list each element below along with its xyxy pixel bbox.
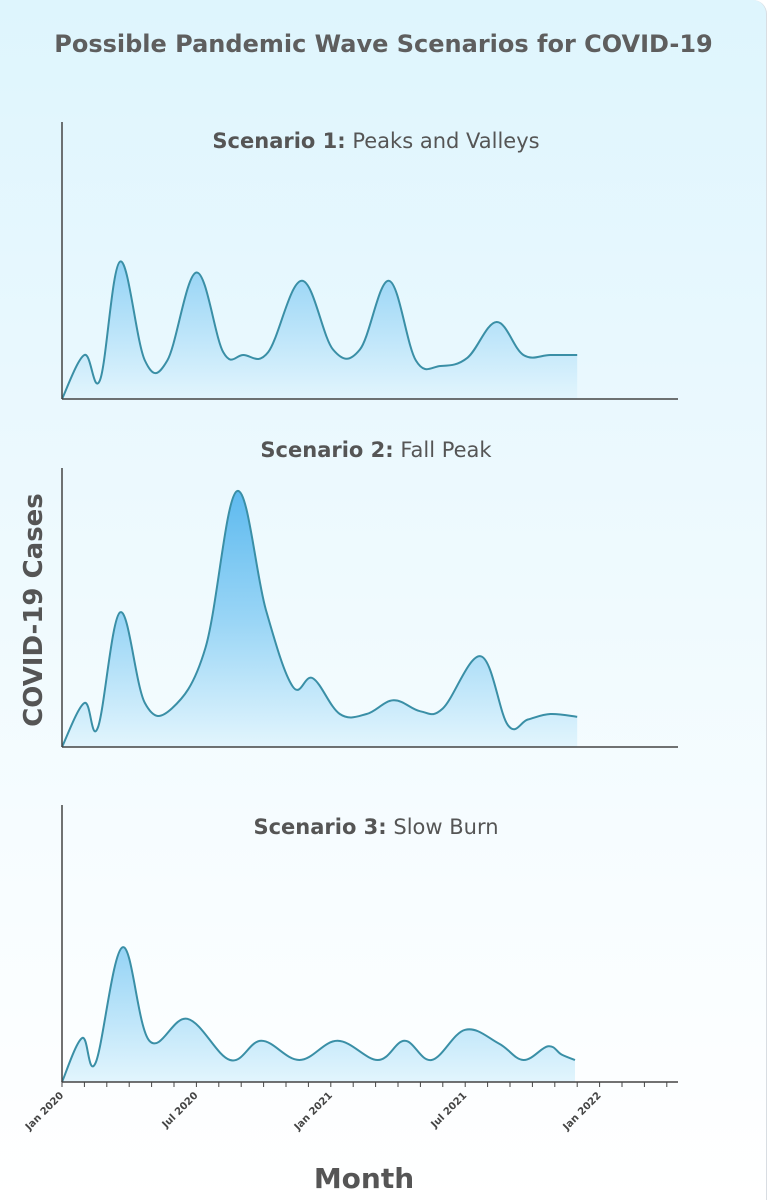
scenario-2-panel: Scenario 2: Fall Peak [61, 438, 678, 748]
x-tick-label: Jul 2021 [429, 1090, 470, 1131]
scenario-3-title-rest: Slow Burn [387, 815, 499, 839]
scenario-3-area [62, 947, 575, 1082]
scenario-1-line [61, 260, 578, 400]
x-axis-ticks: Jan 2020 Jul 2020 Jan 2021 Jul 2021 Jan 2022 [23, 1082, 668, 1133]
scenario-2-title: Scenario 2: Fall Peak [260, 438, 492, 462]
scenario-2-line [61, 490, 578, 748]
scenario-1-title-rest: Peaks and Valleys [346, 129, 540, 153]
scenario-1-panel: Scenario 1: Peaks and Valleys [61, 122, 678, 400]
x-axis-label: Month [313, 1162, 415, 1195]
scenario-3-title: Scenario 3: Slow Burn [253, 815, 498, 839]
chart-title: Possible Pandemic Wave Scenarios for COV… [54, 30, 713, 58]
scenario-2-area [62, 490, 578, 747]
scenario-3-line [61, 946, 576, 1083]
scenario-3-panel: Scenario 3: Slow Burn [61, 805, 678, 1083]
scenario-3-title-bold: Scenario 3: [253, 815, 386, 839]
scenario-1-area [62, 261, 578, 399]
scenario-1-title-bold: Scenario 1: [212, 129, 345, 153]
scenario-2-title-bold: Scenario 2: [260, 438, 393, 462]
x-tick-label: Jan 2020 [23, 1090, 66, 1133]
scenario-1-title: Scenario 1: Peaks and Valleys [212, 129, 539, 153]
x-tick-label: Jan 2021 [292, 1090, 335, 1133]
scenario-2-title-rest: Fall Peak [394, 438, 493, 462]
x-tick-label: Jan 2022 [561, 1090, 604, 1133]
x-tick-label: Jul 2020 [160, 1090, 201, 1131]
